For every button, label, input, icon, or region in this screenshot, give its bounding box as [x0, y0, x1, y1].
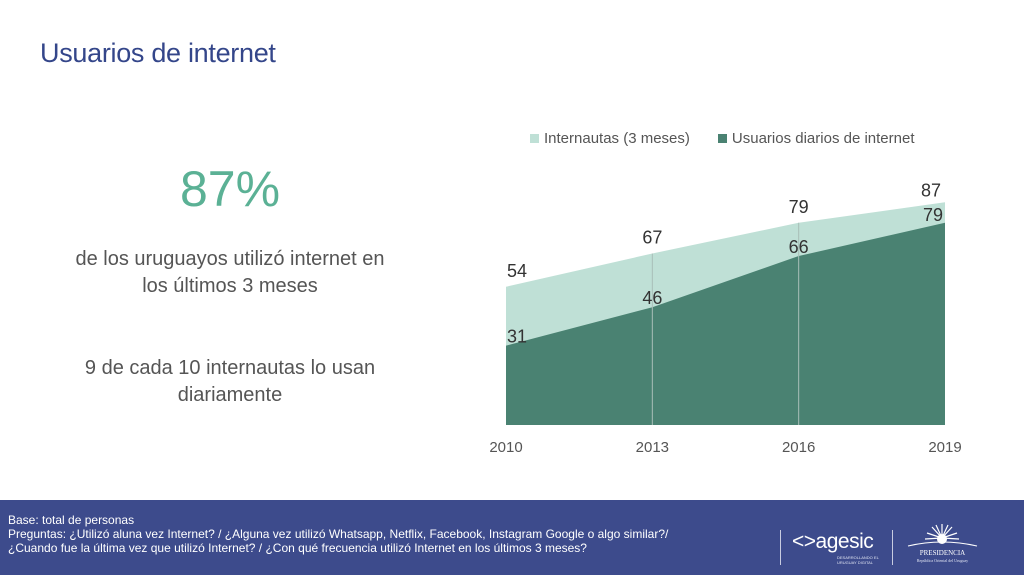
- x-tick-label: 2010: [489, 439, 522, 456]
- x-tick-label: 2019: [928, 439, 961, 456]
- legend-label: Usuarios diarios de internet: [731, 130, 915, 147]
- x-tick-label: 2016: [782, 439, 815, 456]
- presidencia-logo-text: PRESIDENCIA: [919, 549, 966, 557]
- legend-swatch-internautas: [530, 134, 539, 143]
- agesic-logo: <>agesic DESARROLLANDO EL URUGUAY DIGITA…: [792, 530, 879, 565]
- footer-base: Base: total de personas: [8, 513, 135, 527]
- area-series-1: [506, 222, 945, 425]
- agesic-logo-subtitle: DESARROLLANDO EL URUGUAY DIGITAL: [837, 555, 879, 565]
- page-title: Usuarios de internet: [40, 38, 276, 68]
- highlight-description: de los uruguayos utilizó internet en los…: [75, 248, 385, 297]
- area-chart: 54 67 79 87 31 46 66 79 2010 2013 2016 2019: [489, 180, 961, 456]
- data-label: 31: [507, 327, 527, 347]
- data-label: 46: [642, 288, 662, 308]
- footer-band: Base: total de personas Preguntas: ¿Util…: [0, 500, 1024, 575]
- data-label: 87: [921, 180, 941, 200]
- agesic-logo-text: <>agesic: [792, 530, 874, 553]
- chart-legend: Internautas (3 meses) Usuarios diarios d…: [530, 130, 915, 147]
- legend-item-internautas: Internautas (3 meses): [530, 130, 690, 147]
- legend-label: Internautas (3 meses): [544, 130, 690, 147]
- sun-emblem-icon: [907, 524, 978, 547]
- footer-notes: Base: total de personas Preguntas: ¿Util…: [8, 513, 668, 555]
- data-label: 54: [507, 261, 527, 281]
- footer-questions-1: Preguntas: ¿Utilizó aluna vez Internet? …: [8, 527, 669, 541]
- footer-questions-2: ¿Cuando fue la última vez que utilizó In…: [8, 541, 587, 555]
- x-tick-label: 2013: [636, 439, 669, 456]
- logo-divider: [892, 530, 893, 565]
- highlight-secondary: 9 de cada 10 internautas lo usan diariam…: [84, 357, 376, 406]
- logo-divider: [780, 530, 781, 565]
- presidencia-logo-subtitle: República Oriental del Uruguay: [916, 558, 969, 563]
- data-label: 79: [789, 197, 809, 217]
- presidencia-logo: PRESIDENCIA República Oriental del Urugu…: [900, 518, 985, 568]
- data-label: 79: [923, 205, 943, 225]
- legend-item-diarios: Usuarios diarios de internet: [717, 130, 915, 147]
- legend-swatch-diarios: [717, 134, 727, 143]
- highlight-percentage: 87%: [179, 161, 281, 217]
- data-label: 66: [789, 237, 809, 257]
- data-label: 67: [642, 227, 662, 247]
